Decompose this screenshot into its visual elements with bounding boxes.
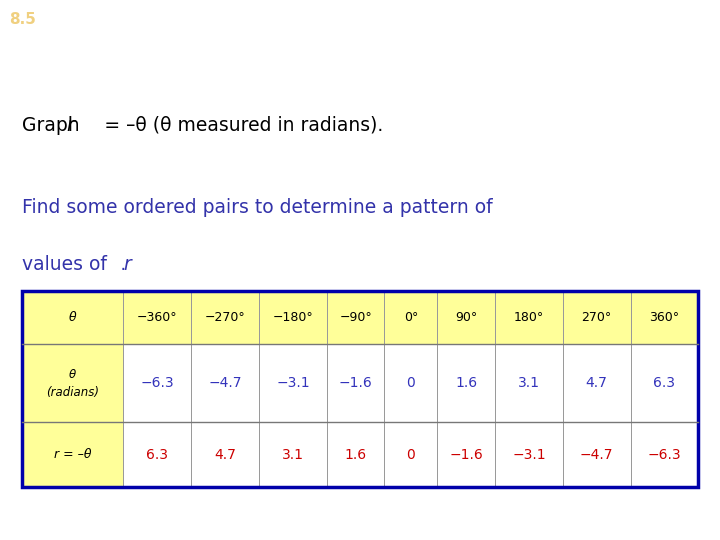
Bar	[437, 422, 495, 487]
Bar	[437, 344, 495, 422]
Text: −4.7: −4.7	[580, 448, 613, 462]
Text: 180°: 180°	[514, 311, 544, 324]
Text: −6.3: −6.3	[648, 448, 681, 462]
Text: −360°: −360°	[137, 311, 178, 324]
Text: values of   .: values of .	[22, 255, 126, 274]
Text: 3.1: 3.1	[518, 376, 540, 390]
Bar	[22, 422, 123, 487]
Bar	[191, 344, 259, 422]
Text: 0: 0	[407, 376, 415, 390]
Text: of Archimedes): of Archimedes)	[274, 52, 452, 72]
Bar	[259, 291, 327, 344]
Bar	[495, 422, 563, 487]
Text: −3.1: −3.1	[512, 448, 546, 462]
Bar	[563, 422, 631, 487]
Text: PEARSON: PEARSON	[576, 512, 678, 530]
Text: 67: 67	[684, 515, 700, 528]
Text: r: r	[123, 255, 131, 274]
Bar	[22, 344, 123, 422]
Bar	[327, 422, 384, 487]
Text: ALWAYS LEARNING: ALWAYS LEARNING	[9, 516, 112, 526]
Text: r = –θ: r = –θ	[54, 448, 91, 461]
Bar	[191, 291, 259, 344]
Bar	[631, 291, 698, 344]
Text: Graph      = –θ (θ measured in radians).: Graph = –θ (θ measured in radians).	[22, 116, 383, 135]
Bar	[327, 291, 384, 344]
Text: 8.5: 8.5	[9, 12, 35, 28]
Bar	[563, 291, 631, 344]
Text: 6.3: 6.3	[654, 376, 675, 390]
Bar	[495, 291, 563, 344]
Text: Example 7 Graphing a Polar Equation (Spiral: Example 7 Graphing a Polar Equation (Spi…	[47, 10, 570, 30]
Text: 1.6: 1.6	[455, 376, 477, 390]
Text: 1.6: 1.6	[345, 448, 366, 462]
Text: (page 385): (page 385)	[468, 55, 552, 70]
Bar	[123, 422, 191, 487]
Text: θ: θ	[68, 311, 76, 324]
Text: −270°: −270°	[204, 311, 246, 324]
Bar	[563, 344, 631, 422]
Bar	[437, 291, 495, 344]
Bar	[22, 291, 698, 487]
Text: −1.6: −1.6	[449, 448, 483, 462]
Text: θ
(radians): θ (radians)	[46, 368, 99, 399]
Text: −90°: −90°	[339, 311, 372, 324]
Text: Copyright © 2013, 2009, 2005 Pearson Education, Inc.: Copyright © 2013, 2009, 2005 Pearson Edu…	[212, 516, 480, 526]
Text: r: r	[66, 116, 74, 135]
Text: 0°: 0°	[404, 311, 418, 324]
Bar	[22, 291, 123, 344]
Text: 4.7: 4.7	[214, 448, 236, 462]
Text: 3.1: 3.1	[282, 448, 304, 462]
Text: −180°: −180°	[272, 311, 313, 324]
Bar	[631, 422, 698, 487]
Bar	[495, 344, 563, 422]
Text: 6.3: 6.3	[146, 448, 168, 462]
Text: Find some ordered pairs to determine a pattern of: Find some ordered pairs to determine a p…	[22, 198, 492, 217]
Bar	[384, 422, 437, 487]
Text: −6.3: −6.3	[140, 376, 174, 390]
Bar	[384, 344, 437, 422]
Text: 270°: 270°	[582, 311, 612, 324]
Bar	[191, 422, 259, 487]
Bar	[123, 344, 191, 422]
Text: 90°: 90°	[455, 311, 477, 324]
Text: −4.7: −4.7	[208, 376, 242, 390]
Text: 360°: 360°	[649, 311, 680, 324]
Bar	[259, 422, 327, 487]
Bar	[327, 344, 384, 422]
Bar	[631, 344, 698, 422]
Text: 4.7: 4.7	[586, 376, 608, 390]
Bar	[259, 344, 327, 422]
Text: −3.1: −3.1	[276, 376, 310, 390]
Text: −1.6: −1.6	[338, 376, 372, 390]
Text: 0: 0	[407, 448, 415, 462]
Bar	[384, 291, 437, 344]
Bar	[123, 291, 191, 344]
